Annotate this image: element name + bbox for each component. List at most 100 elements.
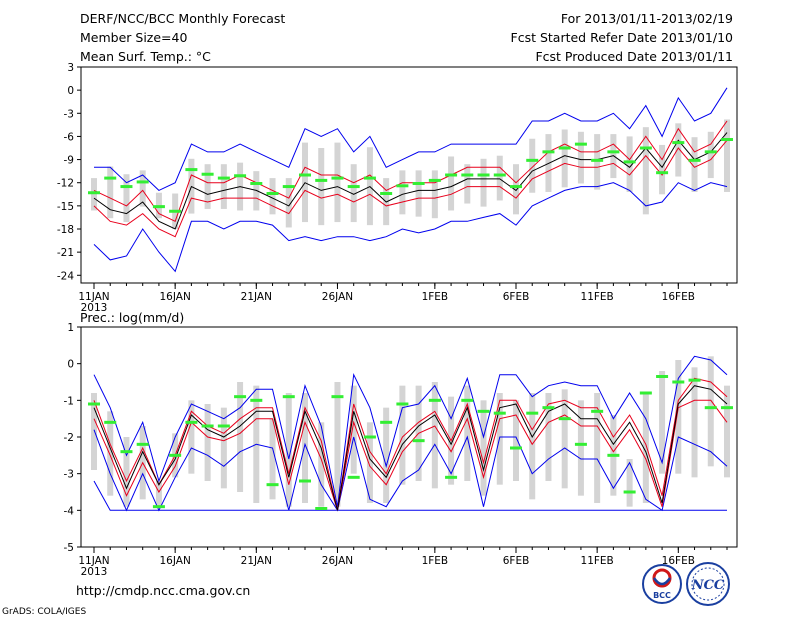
- prec-x-tick-label: 11FEB: [581, 555, 614, 567]
- start-date-label: Fcst Started Refer Date 2013/01/10: [511, 30, 734, 45]
- temp-lower-line: [93, 139, 728, 238]
- temp-spread-box: [415, 170, 422, 217]
- prec-lowest-line: [93, 480, 727, 511]
- prec-x-tick-label: 11JAN: [78, 555, 109, 567]
- prec-x-tick-label: 21JAN: [241, 555, 272, 567]
- temp-spread-box: [269, 178, 276, 215]
- prec-upper-line: [93, 377, 728, 511]
- temp-x-tick-label: 6FEB: [503, 291, 530, 303]
- temp-plot-frame: [80, 66, 738, 284]
- prec-spread-box: [513, 400, 519, 481]
- prec-spread-box: [577, 400, 584, 496]
- temp-spread-box: [285, 178, 292, 228]
- prec-spread-box: [107, 411, 114, 496]
- prec-spread-box: [545, 393, 552, 481]
- temp-spread-box: [496, 155, 503, 201]
- prec-x-year-label: 2013: [81, 566, 108, 578]
- prec-spread-box: [334, 382, 341, 507]
- precipitation-variable-label: Prec.: log(mm/d): [80, 310, 184, 325]
- temp-x-tick-label: 1FEB: [422, 291, 449, 303]
- prec-spread-box: [188, 400, 195, 474]
- temp-max-line: [94, 87, 728, 191]
- temp-spread-box: [707, 131, 714, 179]
- prec-spread-box: [155, 481, 162, 507]
- temp-spread-box: [675, 123, 682, 177]
- prec-spread-box: [204, 404, 211, 481]
- prec-x-tick-label: 16FEB: [662, 555, 695, 567]
- temp-spread-box: [577, 131, 584, 184]
- prec-spread-box: [724, 385, 730, 478]
- temp-spread-box: [220, 164, 227, 209]
- temp-y-tick-label: -18: [57, 224, 74, 236]
- prec-spread-box: [366, 422, 373, 503]
- prec-y-tick-label: 1: [67, 322, 74, 334]
- temp-spread-box: [529, 138, 536, 193]
- temperature-variable-label: Mean Surf. Temp.: °C: [80, 49, 211, 64]
- temp-spread-box: [626, 136, 633, 192]
- prec-lower-line: [93, 399, 728, 511]
- prec-spread-box: [659, 371, 666, 474]
- temp-spread-box: [204, 164, 211, 209]
- temp-spread-box: [399, 170, 406, 215]
- prec-y-tick-label: 0: [67, 359, 74, 371]
- ncc-logo-text: NCC: [691, 578, 725, 593]
- temp-x-tick-label: 11JAN: [78, 291, 109, 303]
- prec-x-tick-label: 6FEB: [503, 555, 530, 567]
- temp-y-tick-label: -6: [64, 131, 75, 143]
- figure-title: DERF/NCC/BCC Monthly Forecast: [80, 11, 285, 26]
- prec-spread-box: [431, 382, 438, 489]
- prec-y-tick-label: -1: [64, 395, 74, 407]
- temp-x-tick-label: 21JAN: [241, 291, 272, 303]
- prec-spread-box: [464, 385, 471, 481]
- prec-spread-box: [220, 407, 227, 489]
- temp-spread-box: [139, 170, 146, 207]
- prec-spread-box: [91, 393, 97, 470]
- prec-spread-box: [642, 393, 649, 503]
- temp-y-tick-label: -9: [64, 155, 74, 167]
- temp-median-line: [93, 132, 728, 230]
- temp-spread-box: [318, 148, 325, 226]
- prec-y-tick-label: -5: [64, 542, 74, 554]
- prec-spread-box: [350, 385, 357, 474]
- temp-spread-box: [107, 166, 114, 219]
- temp-y-tick-label: 3: [67, 62, 74, 74]
- prec-spread-box: [529, 393, 536, 500]
- prec-spread-box: [626, 459, 633, 507]
- temp-spread-box: [464, 164, 471, 204]
- temp-y-tick-label: -12: [57, 178, 74, 190]
- prec-spread-box: [480, 400, 487, 496]
- temp-x-tick-label: 11FEB: [581, 291, 614, 303]
- prec-spread-box: [123, 437, 130, 507]
- footer-url[interactable]: http://cmdp.ncc.cma.gov.cn: [76, 583, 250, 598]
- prec-spread-box: [302, 393, 308, 503]
- temp-spread-box: [91, 178, 97, 211]
- temp-spread-box: [480, 158, 487, 207]
- prec-x-tick-label: 16JAN: [159, 555, 190, 567]
- grads-credit: GrADS: COLA/IGES: [2, 607, 86, 617]
- temp-spread-box: [659, 144, 666, 195]
- prec-y-tick-label: -2: [64, 432, 74, 444]
- temp-spread-box: [431, 170, 438, 219]
- prec-x-tick-label: 26JAN: [322, 555, 353, 567]
- prec-spread-box: [237, 382, 244, 492]
- temp-spread-box: [561, 129, 568, 188]
- temp-y-tick-label: -15: [57, 201, 74, 213]
- temp-y-tick-label: 0: [67, 85, 74, 97]
- prec-min-line: [93, 429, 728, 512]
- prec-x-tick-label: 1FEB: [422, 555, 449, 567]
- prec-spread-box: [383, 407, 390, 503]
- temp-spread-box: [350, 164, 357, 223]
- temp-y-tick-label: -21: [57, 247, 74, 259]
- member-size-label: Member Size=40: [80, 30, 187, 45]
- temp-spread-box: [123, 174, 130, 223]
- produced-date-label: Fcst Produced Date 2013/01/11: [535, 49, 733, 64]
- prec-y-tick-label: -4: [64, 505, 75, 517]
- prec-y-tick-label: -3: [64, 469, 74, 481]
- temp-x-tick-label: 26JAN: [322, 291, 353, 303]
- ncc-logo-inner-ring: [691, 567, 725, 601]
- temp-spread-box: [448, 156, 455, 211]
- bcc-logo: BCC: [642, 564, 682, 604]
